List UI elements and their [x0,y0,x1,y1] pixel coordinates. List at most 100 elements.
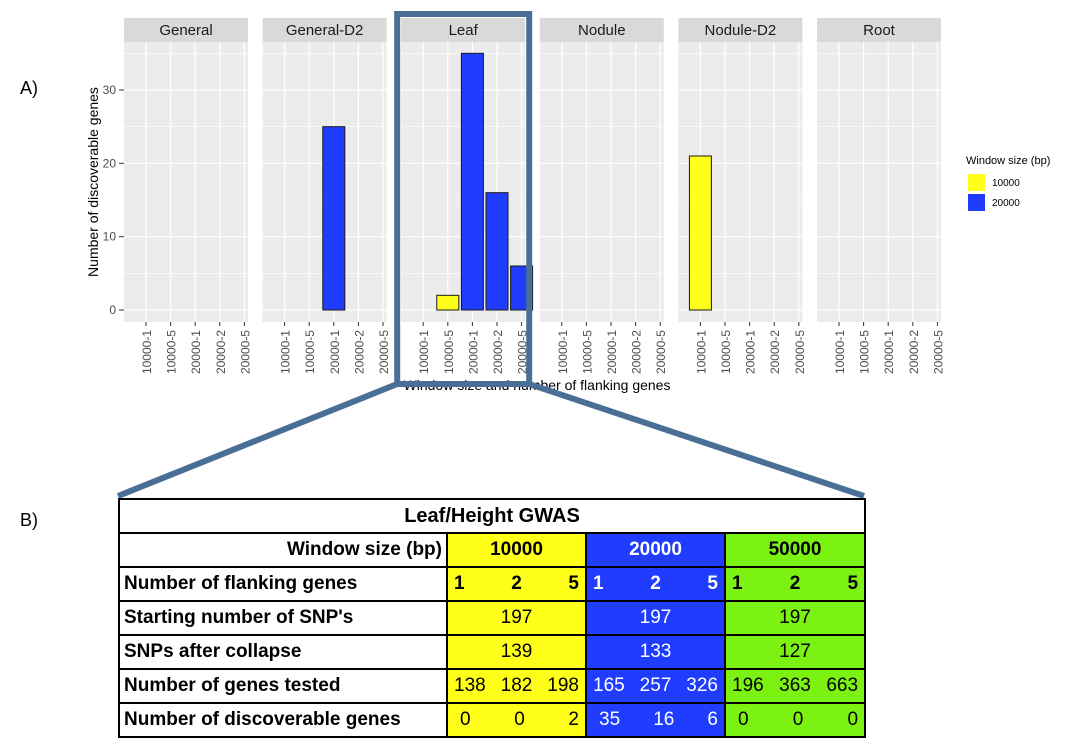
table-cell: 663 [826,675,859,696]
flanking-1: 1 [732,573,743,594]
x-tick-label: 20000-2 [214,330,228,374]
table-cell: 198 [547,675,579,696]
x-tick-label: 20000-2 [630,330,644,374]
x-tick-label: 20000-2 [768,330,782,374]
facet-strip-root [817,18,941,42]
discoverable-50000: 0 0 0 [723,702,867,738]
faceted-bar-chart: General 10000-1 10000-5 20000-1 20000-2 20000… [85,11,1050,499]
flanking-2: 2 [789,573,801,594]
x-tick-label: 10000-5 [858,330,872,374]
x-tick-label: 20000-1 [744,330,758,374]
table-cell: 326 [686,675,718,696]
genes-tested-label: Number of genes tested [118,668,448,704]
x-tick-label: 10000-1 [556,330,570,374]
facet-strip-general-d2 [262,18,387,42]
flanking-genes-label: Number of flanking genes [118,566,448,602]
window-size-label: Window size (bp) [118,532,448,568]
table-cell: 0 [847,709,859,730]
table-cell: 0 [460,709,471,730]
starting-snps-20000: 197 [585,600,726,636]
gwas-table: Leaf/Height GWAS Window size (bp) 10000 … [117,498,867,738]
bar-nodule-d2-10000-1 [688,155,712,311]
facet-title: Leaf [449,22,479,39]
genes-tested-10000: 138 182 198 [446,668,587,704]
y-tick-label: 20 [103,156,117,170]
facet-strip-nodule [539,18,664,42]
genes-tested-20000: 165 257 326 [585,668,726,704]
x-tick-label: 20000-1 [882,330,896,374]
flanking-2: 2 [650,573,661,594]
snps-after-collapse-20000: 133 [585,634,726,670]
bar-general-d2-20000-1 [322,126,346,311]
legend-label: 10000 [992,178,1020,189]
x-tick-label: 10000-1 [279,330,293,374]
window-10000: 10000 [446,532,587,568]
legend-swatch-20000 [968,194,985,211]
x-tick-label: 20000-5 [377,330,391,374]
table-cell: 182 [500,675,533,696]
table-cell: 2 [568,709,579,730]
flanking-group-50000: 1 2 5 [723,566,867,602]
discoverable-genes-label: Number of discoverable genes [118,702,448,738]
table-cell: 138 [454,675,486,696]
y-axis-label: Number of discoverable genes [85,87,101,277]
snps-after-collapse-10000: 139 [446,634,587,670]
x-tick-label: 20000-5 [931,330,945,374]
window-20000: 20000 [585,532,726,568]
flanking-5: 5 [568,573,579,594]
flanking-1: 1 [454,573,465,594]
x-tick-label: 20000-5 [654,330,668,374]
table-cell: 257 [639,675,672,696]
x-tick-label: 20000-1 [466,330,480,374]
bar-leaf-10000-5 [436,294,460,311]
legend-swatch-10000 [968,174,985,191]
x-tick-label: 10000-1 [833,330,847,374]
x-tick-label: 10000-1 [694,330,708,374]
zoom-line-left [116,381,399,499]
table-cell: 16 [653,709,675,730]
facet-title: General-D2 [286,22,364,39]
table-cell: 165 [593,675,625,696]
genes-tested-50000: 196 363 663 [723,668,867,704]
bar-leaf-20000-2 [485,192,509,311]
facet-panel-root [817,42,941,322]
table-cell: 196 [732,675,764,696]
discoverable-10000: 0 0 2 [446,702,587,738]
x-tick-label: 10000-1 [140,330,154,374]
snps-after-collapse-50000: 127 [723,634,867,670]
flanking-5: 5 [847,573,859,594]
facet-strip-general [124,18,248,42]
highlight-box [394,11,533,387]
x-tick-label: 20000-2 [352,330,366,374]
y-tick-label: 30 [103,83,117,97]
facet-title: Nodule [578,22,626,39]
x-tick-label: 10000-5 [719,330,733,374]
table-cell: 6 [707,709,718,730]
table-cell: 0 [514,709,525,730]
x-tick-label: 20000-5 [793,330,807,374]
y-tick-label: 0 [109,303,116,317]
x-tick-label: 20000-5 [516,330,530,374]
bar-leaf-20000-1 [460,52,484,311]
snps-after-collapse-label: SNPs after collapse [118,634,448,670]
x-tick-label: 10000-5 [303,330,317,374]
discoverable-20000: 35 16 6 [585,702,726,738]
legend-label: 20000 [992,198,1020,209]
x-tick-label: 10000-1 [417,330,431,374]
flanking-1: 1 [593,573,604,594]
x-tick-label: 20000-1 [328,330,342,374]
y-tick-label: 10 [103,230,117,244]
panel-b-label: B) [20,510,38,530]
x-tick-label: 20000-1 [189,330,203,374]
table-cell: 35 [599,709,621,730]
flanking-5: 5 [707,573,718,594]
starting-snps-50000: 197 [723,600,867,636]
facet-title: Nodule-D2 [705,22,777,39]
flanking-2: 2 [511,573,522,594]
panel-a-label: A) [20,78,38,98]
table-cell: 0 [792,709,804,730]
flanking-group-10000: 1 2 5 [446,566,587,602]
x-tick-label: 10000-5 [580,330,594,374]
facet-title: Root [863,22,896,39]
table-cell: 0 [738,709,749,730]
